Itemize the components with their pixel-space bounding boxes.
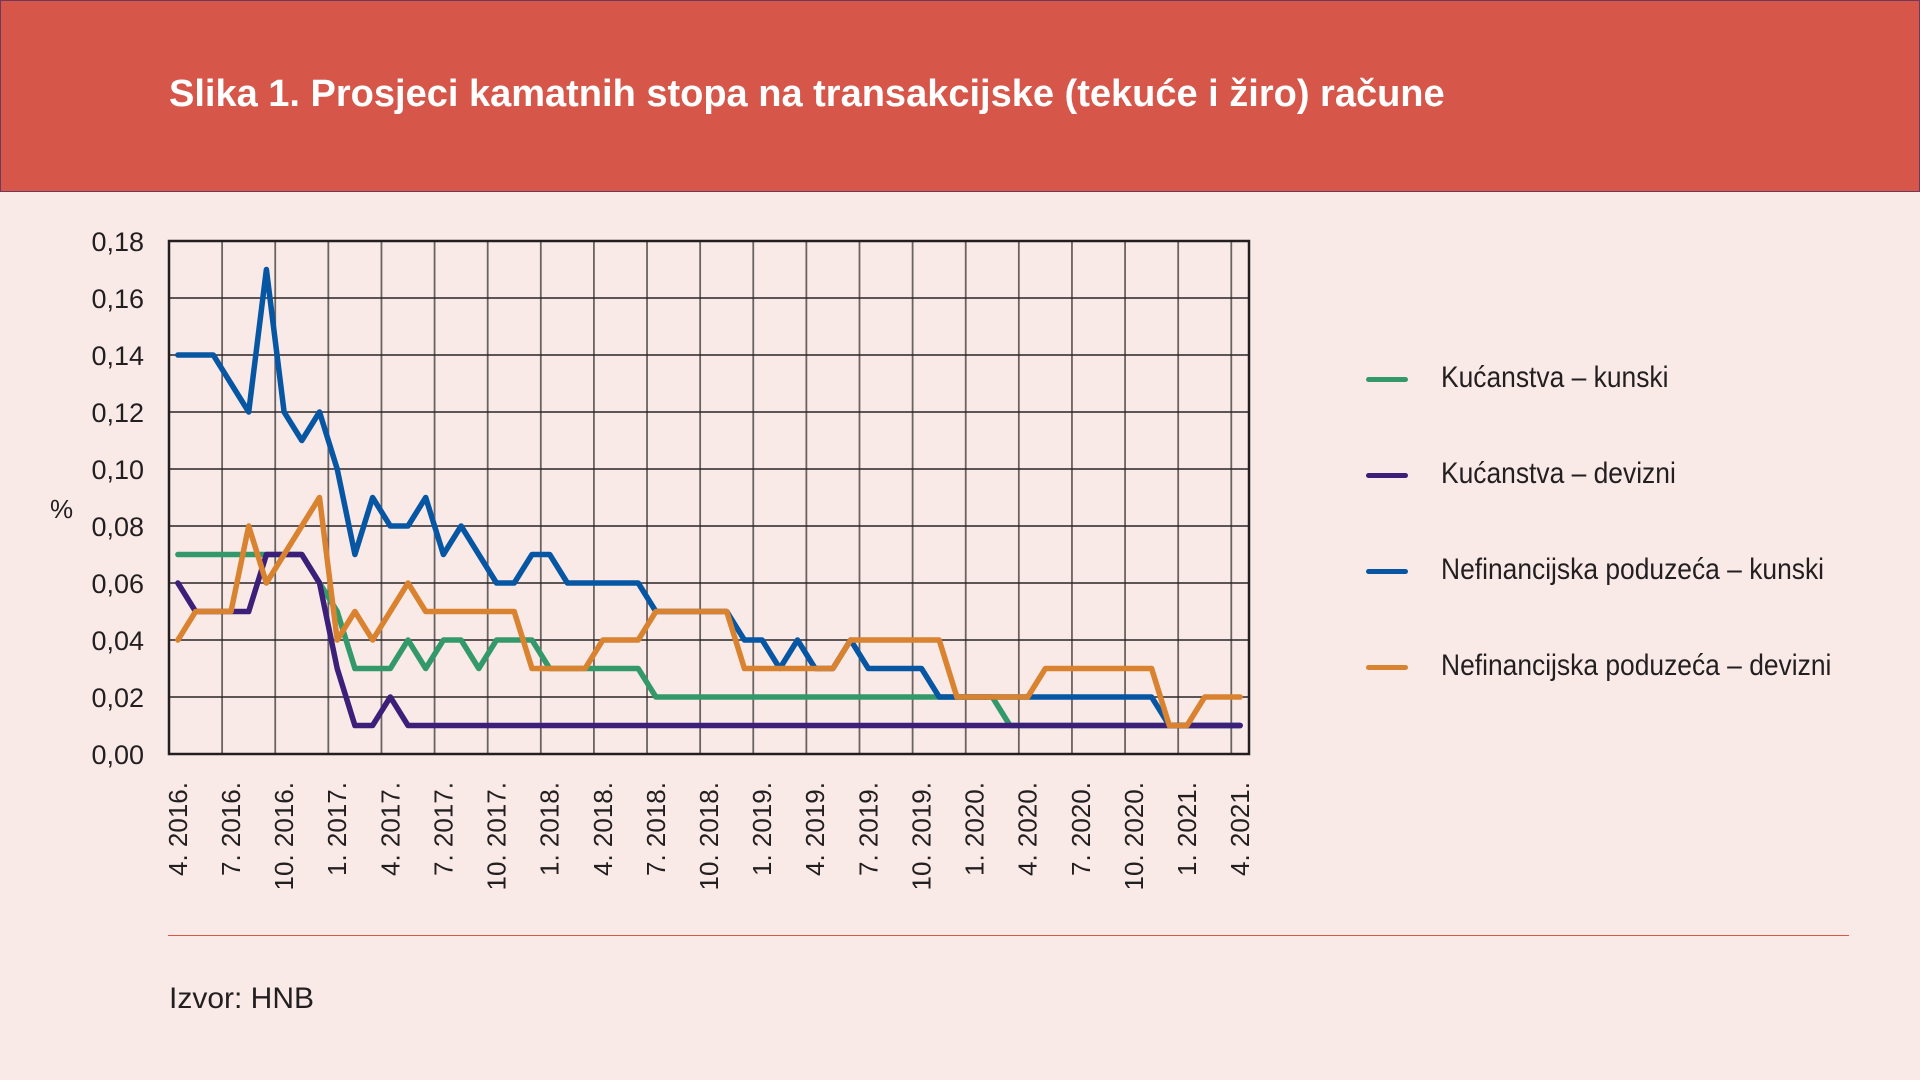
x-tick-label: 1. 2019. bbox=[747, 782, 777, 876]
legend-label: Kućanstva – kunski bbox=[1441, 361, 1669, 394]
y-tick-label: 0,16 bbox=[91, 284, 144, 314]
x-tick-label: 1. 2021. bbox=[1172, 782, 1202, 876]
series-line-2 bbox=[175, 551, 1243, 729]
source-note: Izvor: HNB bbox=[169, 982, 315, 1015]
x-tick-label: 1. 2017. bbox=[322, 782, 352, 876]
figure-header: Slika 1. Prosjeci kamatnih stopa na tran… bbox=[0, 0, 1920, 192]
y-tick-label: 0,06 bbox=[91, 569, 144, 599]
x-tick-label: 4. 2020. bbox=[1013, 782, 1043, 876]
legend-label: Nefinancijska poduzeća – devizni bbox=[1441, 649, 1832, 682]
x-tick-label: 10. 2016. bbox=[269, 782, 299, 890]
legend-swatch bbox=[1366, 665, 1408, 670]
series-line-4 bbox=[175, 494, 1243, 729]
y-tick-label: 0,10 bbox=[91, 455, 144, 485]
x-tick-label: 1. 2020. bbox=[960, 782, 990, 876]
x-tick-label: 4. 2019. bbox=[800, 782, 830, 876]
x-tick-label: 10. 2020. bbox=[1119, 782, 1149, 890]
y-tick-label: 0,08 bbox=[91, 512, 144, 542]
x-tick-label: 4. 2021. bbox=[1225, 782, 1255, 876]
x-tick-label: 7. 2017. bbox=[428, 782, 458, 876]
y-tick-label: 0,12 bbox=[91, 398, 144, 428]
x-tick-label: 10. 2017. bbox=[482, 782, 512, 890]
y-tick-label: 0,04 bbox=[91, 626, 144, 656]
y-tick-label: 0,02 bbox=[91, 683, 144, 713]
x-tick-label: 10. 2018. bbox=[694, 782, 724, 890]
x-tick-label: 4. 2017. bbox=[375, 782, 405, 876]
y-axis-label: % bbox=[50, 494, 74, 524]
legend-swatch bbox=[1366, 377, 1408, 382]
x-tick-label: 7. 2016. bbox=[216, 782, 246, 876]
figure-title: Slika 1. Prosjeci kamatnih stopa na tran… bbox=[169, 73, 1445, 115]
y-tick-label: 0,18 bbox=[91, 227, 144, 257]
x-tick-label: 4. 2016. bbox=[163, 782, 193, 876]
x-tick-label: 7. 2020. bbox=[1066, 782, 1096, 876]
x-tick-label: 4. 2018. bbox=[588, 782, 618, 876]
legend-label: Nefinancijska poduzeća – kunski bbox=[1441, 553, 1825, 586]
x-tick-label: 7. 2018. bbox=[641, 782, 671, 876]
x-tick-label: 1. 2018. bbox=[535, 782, 565, 876]
divider bbox=[168, 935, 1849, 936]
legend-swatch bbox=[1366, 473, 1408, 478]
y-tick-label: 0,00 bbox=[91, 740, 144, 770]
y-tick-label: 0,14 bbox=[91, 341, 144, 371]
x-tick-label: 10. 2019. bbox=[906, 782, 936, 890]
plot-area-border bbox=[167, 239, 1251, 756]
legend-label: Kućanstva – devizni bbox=[1441, 457, 1676, 490]
legend-swatch bbox=[1366, 569, 1408, 574]
x-tick-label: 7. 2019. bbox=[853, 782, 883, 876]
